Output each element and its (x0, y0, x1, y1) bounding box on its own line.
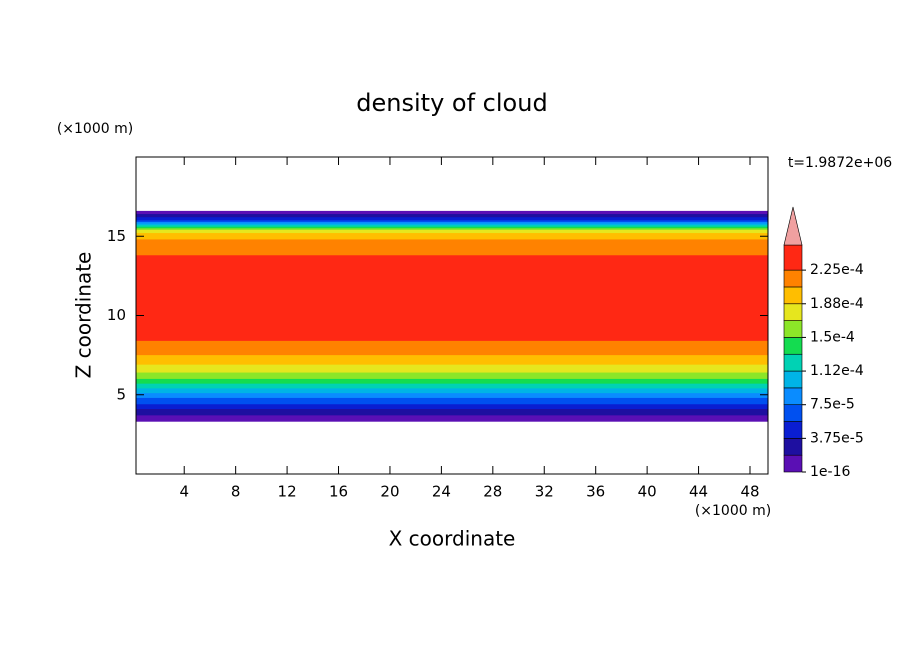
colorbar-extend (783, 206, 803, 246)
x-tick-label: 36 (586, 483, 605, 501)
chart-title: density of cloud (356, 89, 547, 117)
x-unit: (×1000 m) (695, 503, 771, 519)
colorbar-box (783, 370, 803, 389)
y-tick-label: 5 (116, 385, 126, 403)
colorbar-label: 2.25e-4 (810, 262, 864, 278)
x-tick-label: 12 (278, 483, 297, 501)
y-tick-label: 10 (107, 306, 126, 324)
colorbar-box (783, 286, 803, 305)
contour-band (136, 255, 768, 341)
x-tick-label: 40 (638, 483, 657, 501)
colorbar-label: 1e-16 (810, 464, 850, 480)
x-tick-label: 8 (231, 483, 241, 501)
x-axis-label: X coordinate (389, 527, 516, 551)
x-tick-label: 28 (483, 483, 502, 501)
colorbar-box (783, 269, 803, 288)
colorbar-box (783, 454, 803, 473)
colorbar-box (783, 404, 803, 422)
x-tick-label: 24 (432, 483, 451, 501)
colorbar-box (783, 353, 803, 372)
colorbar-box (783, 438, 803, 456)
x-tick-label: 16 (329, 483, 348, 501)
colorbar-label: 1.88e-4 (810, 296, 864, 312)
y-tick-label: 15 (107, 227, 126, 245)
colorbar-box (783, 244, 803, 271)
colorbar-box (783, 387, 803, 406)
colorbar-box (783, 303, 803, 321)
x-tick-label: 4 (179, 483, 189, 501)
colorbar-box (783, 320, 803, 338)
colorbar-label: 3.75e-5 (810, 430, 864, 446)
x-tick-label: 32 (535, 483, 554, 501)
y-axis-label: Z coordinate (72, 252, 96, 379)
y-unit: (×1000 m) (57, 121, 133, 137)
colorbar-label: 1.12e-4 (810, 363, 864, 379)
colorbar-label: 1.5e-4 (810, 329, 855, 345)
colorbar-box (783, 337, 803, 355)
x-tick-label: 20 (380, 483, 399, 501)
colorbar-box (783, 421, 803, 439)
colorbar-label: 7.5e-5 (810, 397, 855, 413)
x-tick-label: 44 (689, 483, 708, 501)
x-tick-label: 48 (740, 483, 759, 501)
time-label: t=1.9872e+06 (788, 155, 892, 171)
